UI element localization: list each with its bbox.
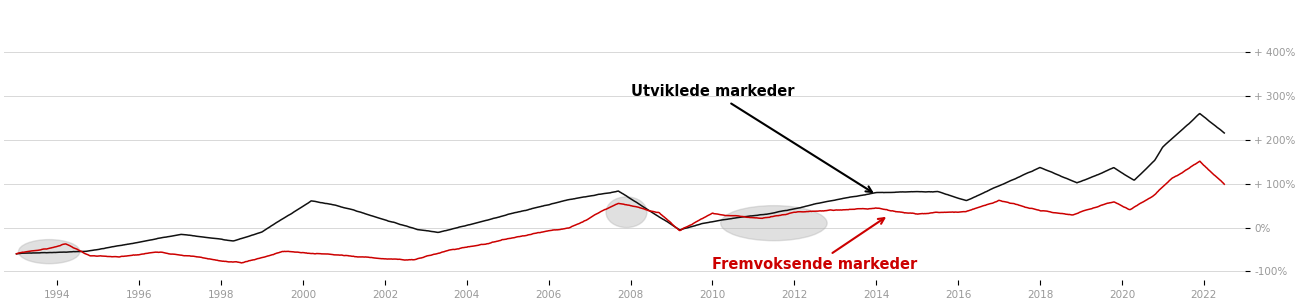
Ellipse shape: [720, 206, 827, 241]
Ellipse shape: [606, 197, 647, 228]
Text: Utviklede markeder: Utviklede markeder: [630, 84, 872, 192]
Ellipse shape: [18, 240, 79, 264]
Text: Fremvoksende markeder: Fremvoksende markeder: [712, 218, 918, 272]
